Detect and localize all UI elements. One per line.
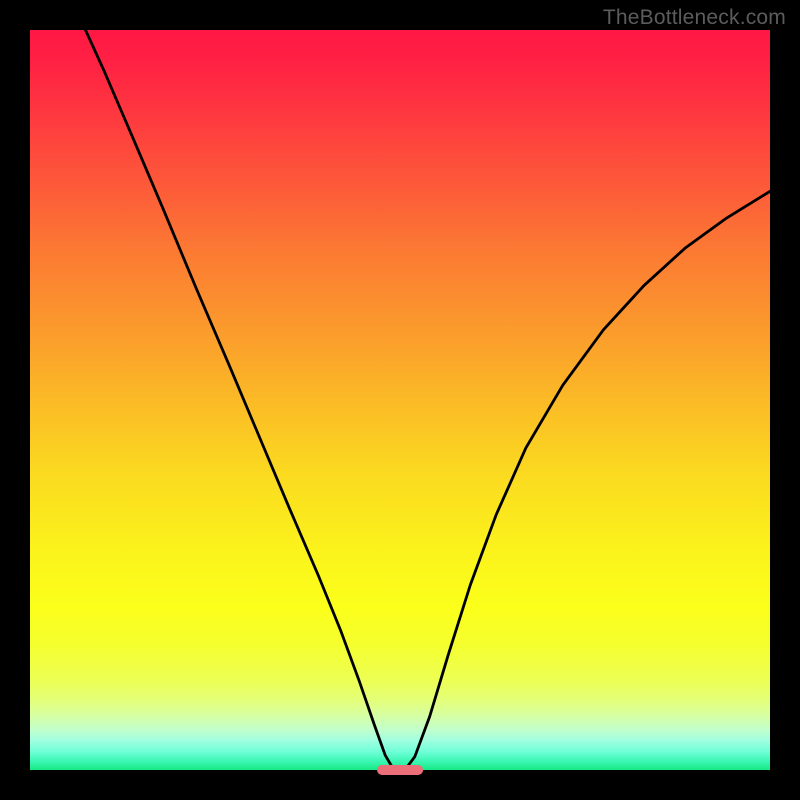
chart-container: TheBottleneck.com — [0, 0, 800, 800]
plot-area — [30, 30, 770, 770]
watermark: TheBottleneck.com — [603, 6, 786, 30]
optimum-marker — [377, 765, 423, 775]
gradient-background — [30, 30, 770, 770]
